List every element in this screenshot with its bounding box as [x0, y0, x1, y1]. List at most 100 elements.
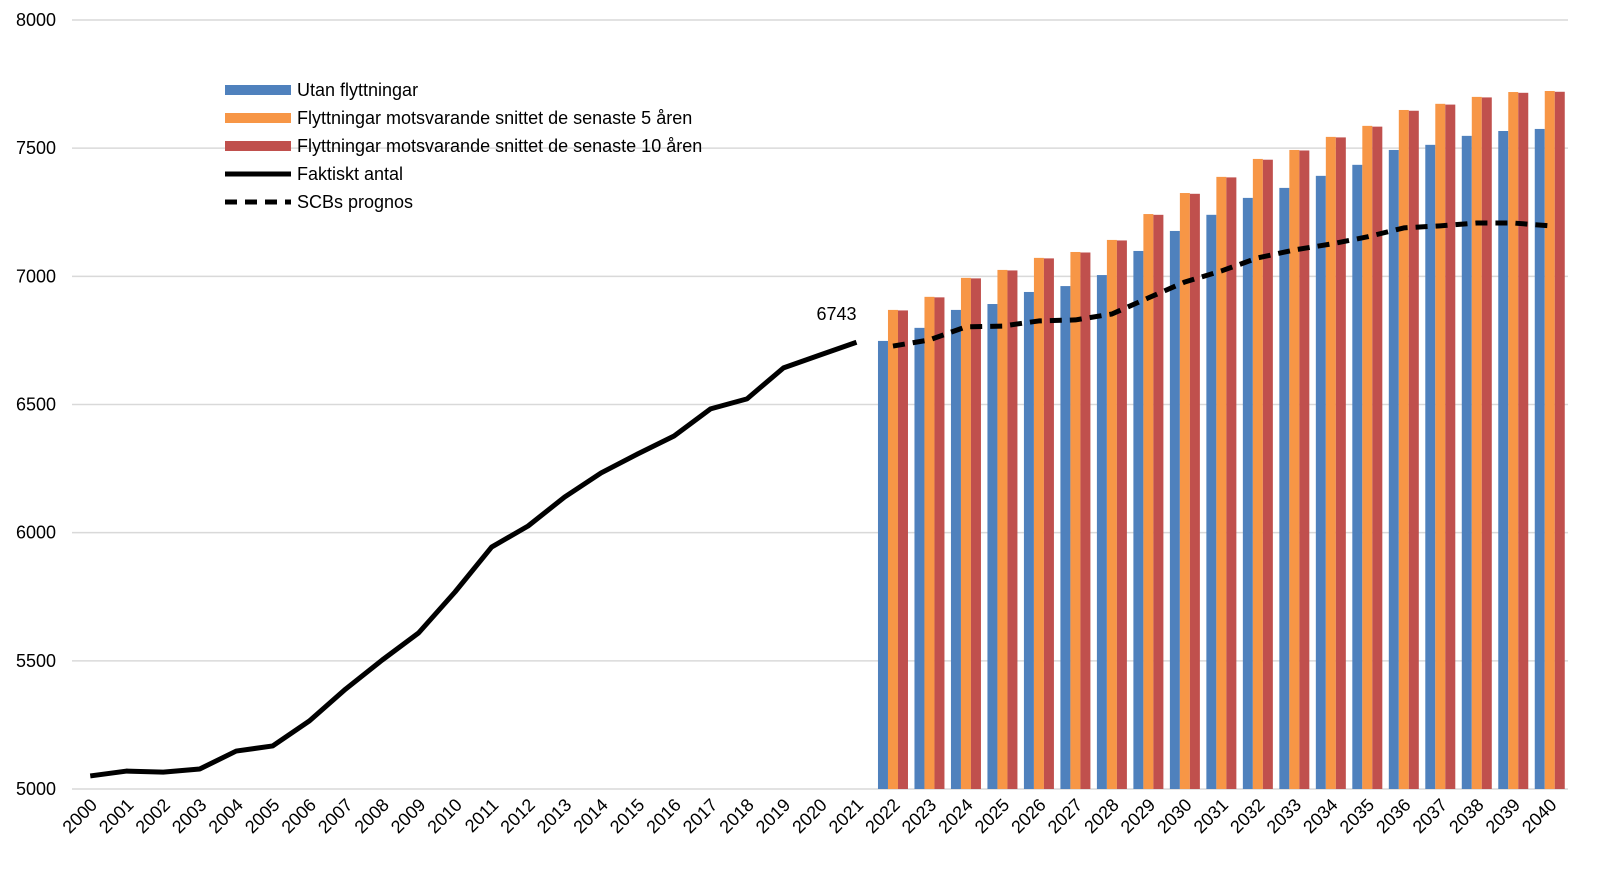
bar — [1206, 214, 1217, 789]
bar — [1096, 275, 1107, 790]
bar — [1425, 144, 1436, 789]
y-tick-label: 6500 — [16, 395, 56, 415]
legend-swatch — [225, 85, 291, 95]
y-tick-label: 7500 — [16, 138, 56, 158]
x-tick-label: 2017 — [679, 795, 721, 837]
x-tick-label: 2015 — [606, 795, 648, 837]
bar — [1143, 214, 1154, 790]
bar — [1315, 175, 1326, 790]
x-tick-label: 2004 — [205, 795, 247, 837]
bar — [1252, 158, 1263, 789]
x-tick-label: 2010 — [423, 795, 465, 837]
bar — [1106, 239, 1117, 789]
x-tick-label: 2022 — [861, 795, 903, 837]
x-tick-label: 2035 — [1336, 795, 1378, 837]
bar — [1070, 251, 1081, 789]
bar — [1362, 125, 1373, 790]
x-tick-label: 2003 — [168, 795, 210, 837]
y-tick-label: 6000 — [16, 523, 56, 543]
x-tick-label: 2005 — [241, 795, 283, 837]
x-tick-label: 2006 — [278, 795, 320, 837]
x-tick-label: 2009 — [387, 795, 429, 837]
x-tick-label: 2014 — [569, 795, 611, 837]
y-tick-label: 8000 — [16, 10, 56, 30]
legend-item: Flyttningar motsvarande snittet de senas… — [225, 108, 692, 128]
bar — [1289, 149, 1300, 789]
bar — [1169, 230, 1180, 789]
x-tick-label: 2025 — [971, 795, 1013, 837]
bar — [934, 297, 945, 789]
x-tick-label: 2029 — [1117, 795, 1159, 837]
x-tick-label: 2016 — [642, 795, 684, 837]
legend-label: SCBs prognos — [297, 192, 413, 212]
bar — [914, 327, 925, 789]
x-tick-label: 2012 — [496, 795, 538, 837]
bar — [970, 278, 981, 789]
data-label: 6743 — [816, 304, 856, 324]
bar — [1179, 193, 1190, 789]
bar — [1262, 159, 1273, 789]
x-tick-label: 2000 — [59, 795, 101, 837]
legend-label: Flyttningar motsvarande snittet de senas… — [297, 108, 692, 128]
x-tick-label: 2030 — [1153, 795, 1195, 837]
x-tick-label: 2026 — [1007, 795, 1049, 837]
x-tick-label: 2018 — [715, 795, 757, 837]
x-tick-label: 2033 — [1263, 795, 1305, 837]
bar — [1242, 197, 1253, 790]
bar — [1153, 214, 1164, 789]
x-tick-label: 2019 — [752, 795, 794, 837]
bar — [1060, 286, 1071, 789]
x-tick-label: 2021 — [825, 795, 867, 837]
line — [89, 339, 858, 779]
bar — [1554, 91, 1565, 790]
bar — [887, 309, 898, 789]
line — [892, 220, 1550, 349]
x-tick-label: 2040 — [1518, 795, 1560, 837]
x-tick-label: 2008 — [351, 795, 393, 837]
bar — [1408, 110, 1419, 789]
bar — [997, 269, 1008, 789]
bar — [1216, 176, 1227, 790]
bar — [1461, 135, 1472, 789]
legend-item: Flyttningar motsvarande snittet de senas… — [225, 136, 702, 156]
bar — [1279, 187, 1290, 790]
bar — [1226, 177, 1237, 789]
bar — [877, 340, 888, 789]
x-tick-label: 2002 — [132, 795, 174, 837]
bar — [1007, 270, 1018, 790]
bar — [1435, 103, 1446, 790]
x-tick-label: 2013 — [533, 795, 575, 837]
bar — [950, 309, 961, 789]
x-tick-label: 2037 — [1409, 795, 1451, 837]
bar — [1445, 104, 1456, 790]
bar — [1544, 91, 1555, 789]
bar — [1508, 92, 1519, 789]
bar — [1043, 258, 1054, 789]
bar — [1372, 126, 1383, 790]
bar — [1518, 92, 1529, 790]
bar — [1023, 291, 1034, 789]
bar — [1481, 97, 1492, 790]
legend-label: Utan flyttningar — [297, 80, 418, 100]
bar — [1080, 252, 1091, 790]
bar — [1189, 193, 1200, 789]
x-tick-label: 2031 — [1190, 795, 1232, 837]
x-tick-label: 2034 — [1299, 795, 1341, 837]
bar — [1325, 136, 1336, 789]
x-tick-label: 2036 — [1372, 795, 1414, 837]
bar — [1133, 250, 1144, 790]
y-tick-label: 7000 — [16, 266, 56, 286]
x-tick-label: 2020 — [788, 795, 830, 837]
x-tick-label: 2032 — [1226, 795, 1268, 837]
bar — [1116, 240, 1127, 790]
bar — [1388, 149, 1399, 789]
legend-swatch — [225, 141, 291, 151]
x-tick-label: 2024 — [934, 795, 976, 837]
legend-item: Faktiskt antal — [225, 164, 403, 184]
y-tick-label: 5500 — [16, 651, 56, 671]
x-tick-label: 2023 — [898, 795, 940, 837]
bar — [987, 304, 998, 789]
x-tick-label: 2039 — [1482, 795, 1524, 837]
x-tick-label: 2001 — [95, 795, 137, 837]
